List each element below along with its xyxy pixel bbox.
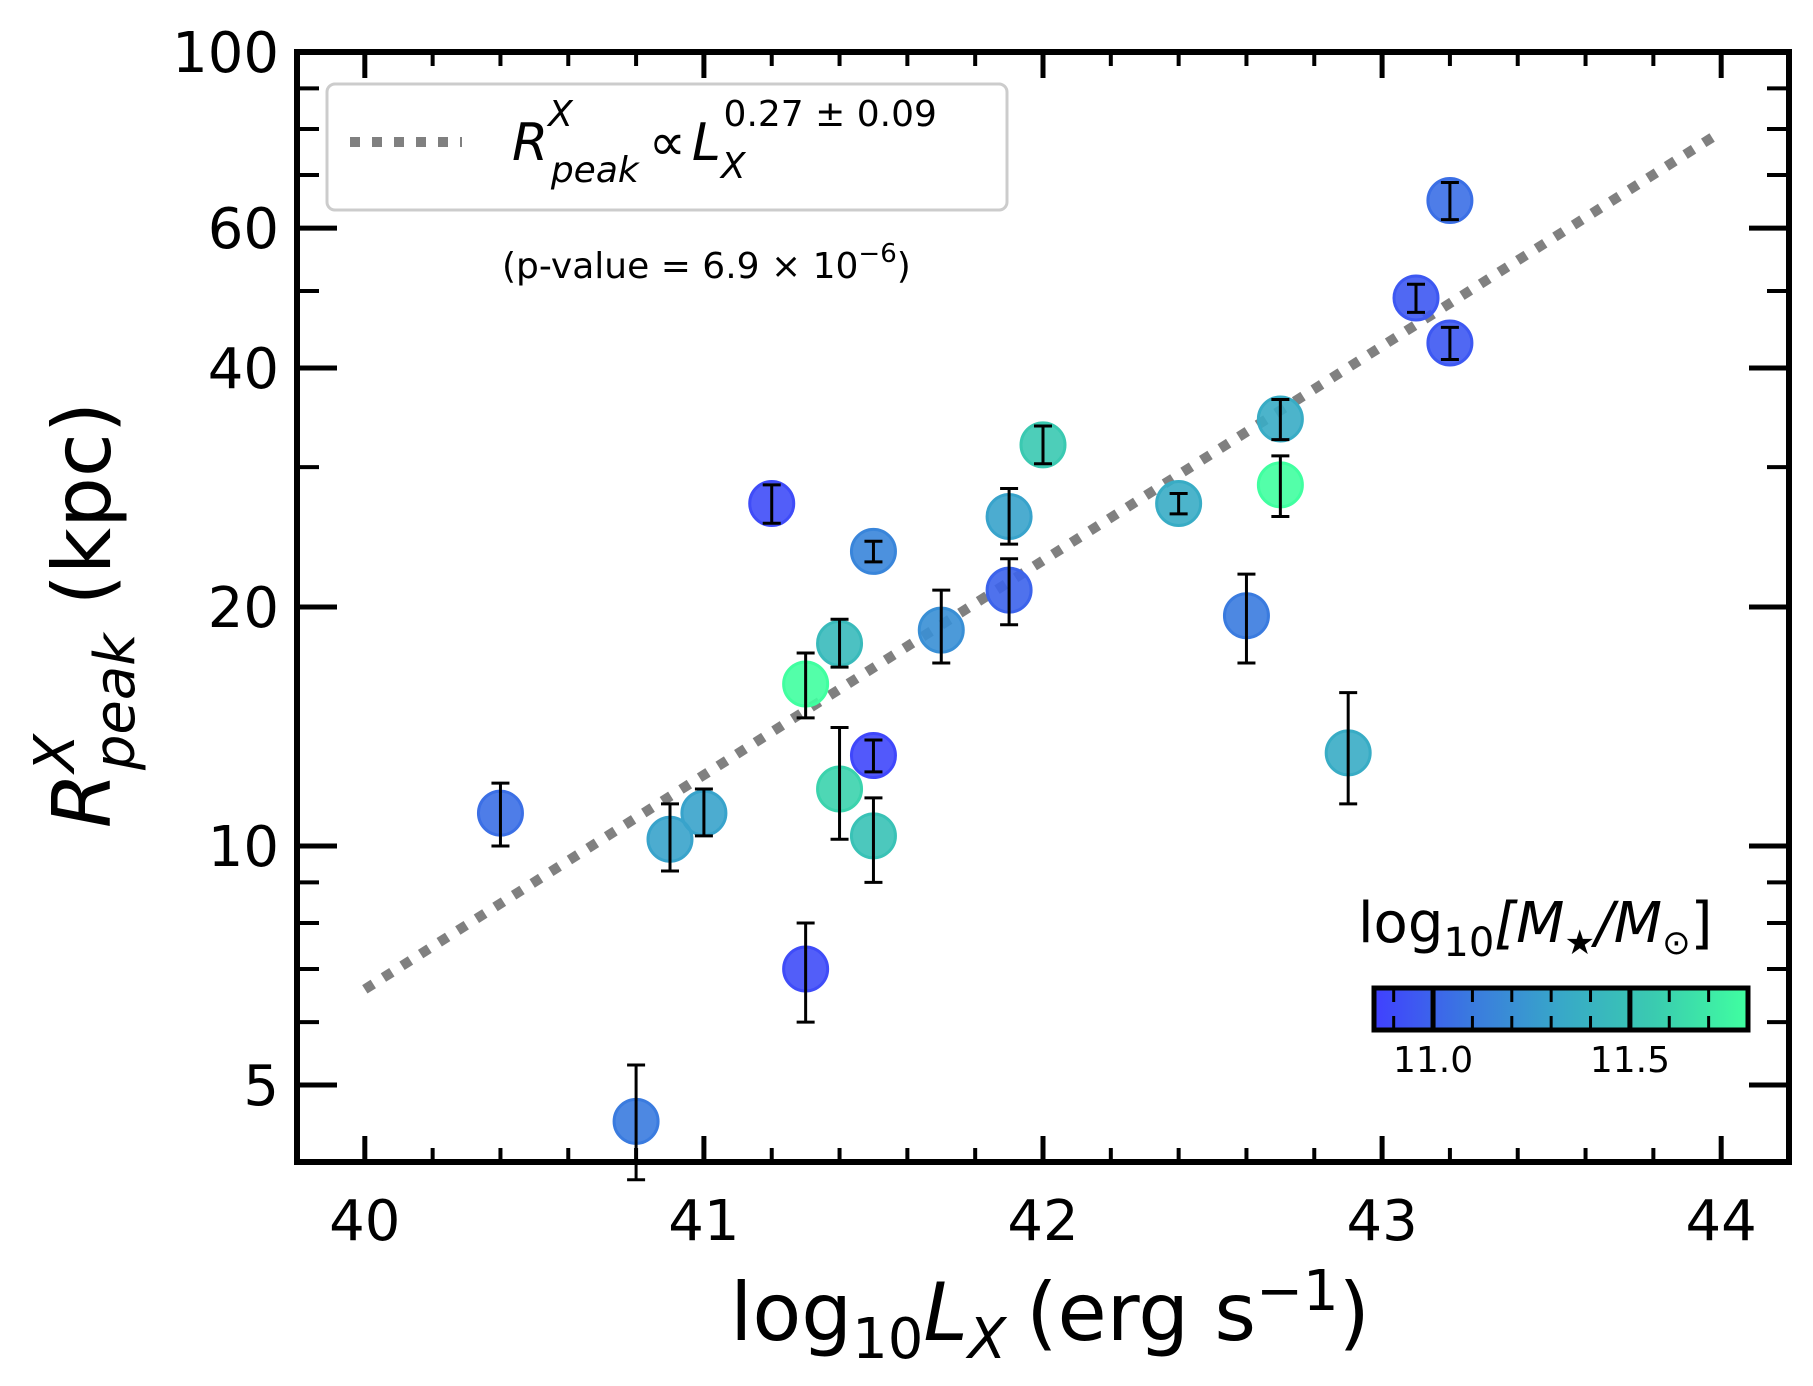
points-layer xyxy=(476,177,1474,1182)
data-point xyxy=(816,617,864,669)
data-point xyxy=(985,557,1033,627)
colorbar-ticks: 11.0 11.5 xyxy=(1392,988,1750,1081)
data-point xyxy=(1426,177,1474,225)
x-title-log: log xyxy=(730,1266,852,1359)
data-point xyxy=(1256,395,1304,443)
y-title-r-sub: peak xyxy=(83,631,148,771)
data-point xyxy=(476,781,524,848)
legend-l-sub: X xyxy=(719,146,747,187)
legend-fit-label: RX peak ∝ LX0.27 ± 0.09 xyxy=(512,94,937,191)
cb-label-mid: /M xyxy=(1590,891,1662,956)
pvalue-exponent: −6 xyxy=(858,239,896,269)
legend-r-sub: peak xyxy=(550,150,641,191)
cb-label-log: log xyxy=(1358,891,1443,956)
data-point xyxy=(917,588,965,665)
data-point xyxy=(985,487,1033,546)
x-title-close: ) xyxy=(1339,1266,1370,1359)
cb-label-body: [M xyxy=(1494,891,1564,956)
data-point xyxy=(646,802,694,873)
y-title-units: (kpc) xyxy=(36,402,129,606)
data-point xyxy=(782,651,830,720)
data-point xyxy=(849,796,897,884)
y-tick-label: 20 xyxy=(208,576,279,641)
colorbar: log10[M★/M⊙] 11.0 11.5 xyxy=(1358,891,1751,1081)
data-point xyxy=(849,732,897,780)
ticks-layer: 40 41 42 43 44 5 10 20 40 60 100 xyxy=(172,21,1791,1254)
data-point xyxy=(816,726,864,841)
legend-prop: ∝ xyxy=(649,113,686,173)
colorbar-tick-label: 11.5 xyxy=(1590,1040,1670,1081)
data-point xyxy=(782,921,830,1024)
cb-label-sub: 10 xyxy=(1443,920,1494,966)
cb-label-star: ★ xyxy=(1564,923,1594,963)
data-point xyxy=(849,527,897,575)
x-title-sub: 10 xyxy=(852,1307,923,1372)
y-tick-label: 60 xyxy=(208,197,279,262)
x-title-l: L xyxy=(923,1266,968,1359)
pvalue-text: (p-value = 6.9 × 10 xyxy=(502,246,858,287)
x-tick-label: 44 xyxy=(1686,1189,1757,1254)
legend: RX peak ∝ LX0.27 ± 0.09 (p-value = 6.9 × 10… xyxy=(325,82,1009,287)
legend-r-sup: X xyxy=(546,94,574,135)
y-axis-title: RXpeak (kpc) xyxy=(23,402,148,828)
fit-line-layer xyxy=(362,127,1724,994)
data-point xyxy=(1392,274,1440,322)
legend-l: L xyxy=(692,113,721,173)
y-tick-label: 40 xyxy=(208,337,279,402)
colorbar-gradient xyxy=(1371,985,1751,1033)
plot-frame xyxy=(294,49,1792,1165)
colorbar-tick-label: 11.0 xyxy=(1393,1040,1473,1081)
pvalue-close: ) xyxy=(897,246,911,287)
data-point xyxy=(1324,691,1372,806)
y-title-r: R xyxy=(36,773,129,829)
colorbar-label: log10[M★/M⊙] xyxy=(1358,891,1712,966)
data-point xyxy=(1426,319,1474,367)
y-tick-label: 10 xyxy=(208,815,279,880)
cb-label-sun: ⊙ xyxy=(1662,923,1691,963)
x-title-l-sub: X xyxy=(965,1307,1008,1372)
x-tick-label: 42 xyxy=(1007,1189,1078,1254)
data-point xyxy=(1019,421,1067,469)
x-title-units: (erg s xyxy=(1026,1266,1256,1359)
x-tick-label: 43 xyxy=(1346,1189,1417,1254)
x-title-units-sup: −1 xyxy=(1256,1259,1339,1324)
x-axis-title: log10LX (erg s−1) xyxy=(730,1259,1370,1372)
data-point xyxy=(1256,454,1304,519)
fit-line xyxy=(362,127,1724,994)
pvalue-label: (p-value = 6.9 × 10−6) xyxy=(502,239,911,287)
x-tick-label: 41 xyxy=(668,1189,739,1254)
data-point xyxy=(1222,572,1270,665)
y-tick-label: 100 xyxy=(172,21,279,86)
data-point xyxy=(1155,480,1203,528)
legend-box xyxy=(325,82,1009,212)
data-point xyxy=(748,480,796,528)
legend-r: R xyxy=(512,113,548,173)
y-title-r-sup: X xyxy=(23,733,88,776)
x-tick-label: 40 xyxy=(329,1189,400,1254)
y-tick-label: 5 xyxy=(243,1054,279,1119)
legend-exponent: 0.27 ± 0.09 xyxy=(724,94,937,135)
cb-label-close: ] xyxy=(1691,891,1713,956)
data-point xyxy=(680,787,728,838)
